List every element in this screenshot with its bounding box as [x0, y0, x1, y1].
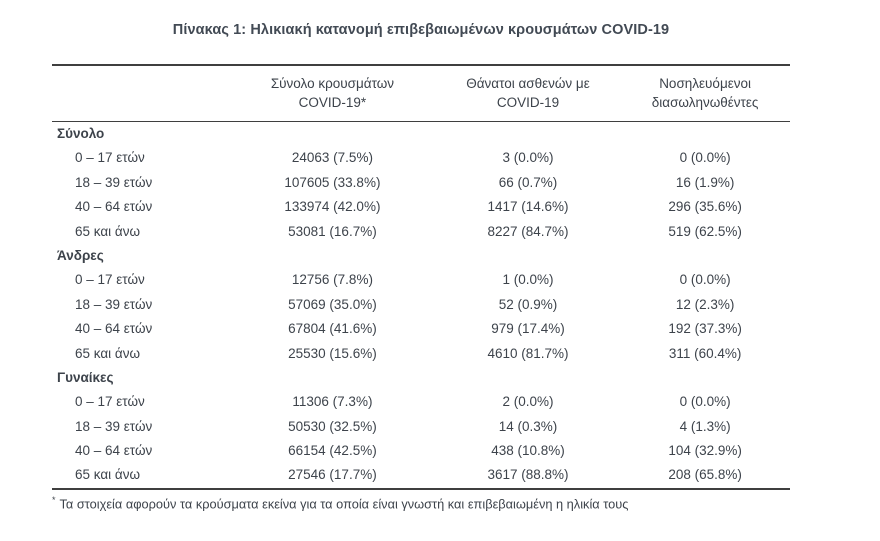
cell-deaths: 14 (0.3%) — [498, 418, 558, 434]
table-row: 65 και άνω 53081 (16.7%) 8227 (84.7%) 51… — [52, 220, 790, 244]
table-row: 65 και άνω 27546 (17.7%) 3617 (88.8%) 20… — [52, 463, 790, 487]
table-footnote: * Τα στοιχεία αφορούν τα κρούσματα εκείνα… — [52, 490, 790, 511]
table-row: 18 – 39 ετών 50530 (32.5%) 14 (0.3%) 4 (… — [52, 415, 790, 439]
cell-intubated: 12 (2.3%) — [675, 296, 735, 312]
cell-intubated: 208 (65.8%) — [668, 467, 742, 483]
row-label: 0 – 17 ετών — [75, 150, 145, 166]
row-label: 0 – 17 ετών — [75, 394, 145, 410]
cell-intubated: 104 (32.9%) — [668, 443, 742, 459]
cell-deaths: 979 (17.4%) — [491, 321, 565, 337]
table-row: 0 – 17 ετών 12756 (7.8%) 1 (0.0%) 0 (0.0… — [52, 268, 790, 292]
cell-deaths: 52 (0.9%) — [498, 296, 558, 312]
table-row: 40 – 64 ετών 133974 (42.0%) 1417 (14.6%)… — [52, 195, 790, 219]
cell-intubated: 4 (1.3%) — [679, 418, 731, 434]
cell-cases: 50530 (32.5%) — [288, 418, 377, 434]
table-row: 40 – 64 ετών 67804 (41.6%) 979 (17.4%) 1… — [52, 317, 790, 341]
table-row: 40 – 64 ετών 66154 (42.5%) 438 (10.8%) 1… — [52, 439, 790, 463]
cell-cases: 24063 (7.5%) — [291, 150, 373, 166]
cell-deaths: 66 (0.7%) — [498, 174, 558, 190]
cell-cases: 67804 (41.6%) — [288, 321, 377, 337]
cell-deaths: 4610 (81.7%) — [487, 345, 569, 361]
table-row: 18 – 39 ετών 57069 (35.0%) 52 (0.9%) 12 … — [52, 293, 790, 317]
cell-cases: 66154 (42.5%) — [288, 443, 377, 459]
page-title: Πίνακας 1: Ηλικιακή κατανομή επιβεβαιωμέ… — [172, 22, 670, 38]
cell-intubated: 0 (0.0%) — [679, 272, 731, 288]
cell-intubated: 311 (60.4%) — [668, 345, 742, 361]
row-label: 18 – 39 ετών — [75, 418, 153, 434]
column-header-deaths: Θάνατοι ασθενών με COVID-19 — [466, 76, 590, 110]
footnote-text: Τα στοιχεία αφορούν τα κρούσματα εκείνα … — [59, 496, 629, 512]
cell-intubated: 296 (35.6%) — [668, 199, 742, 215]
cell-intubated: 192 (37.3%) — [668, 321, 742, 337]
row-label: 18 – 39 ετών — [75, 296, 153, 312]
section-header-total: Σύνολο — [52, 122, 790, 146]
section-header-label: Άνδρες — [57, 247, 104, 263]
cell-deaths: 3 (0.0%) — [502, 150, 554, 166]
table-row: 18 – 39 ετών 107605 (33.8%) 66 (0.7%) 16… — [52, 171, 790, 195]
cell-intubated: 519 (62.5%) — [668, 223, 742, 239]
cell-intubated: 0 (0.0%) — [679, 150, 731, 166]
cell-deaths: 438 (10.8%) — [491, 443, 565, 459]
table-row: 0 – 17 ετών 11306 (7.3%) 2 (0.0%) 0 (0.0… — [52, 390, 790, 414]
table-header-row: Σύνολο κρουσμάτων COVID-19* Θάνατοι ασθε… — [52, 66, 790, 122]
cell-intubated: 0 (0.0%) — [679, 394, 731, 410]
row-label: 65 και άνω — [75, 345, 141, 361]
table-row: 0 – 17 ετών 24063 (7.5%) 3 (0.0%) 0 (0.0… — [52, 146, 790, 170]
column-header-cases: Σύνολο κρουσμάτων COVID-19* — [270, 76, 395, 110]
cell-deaths: 3617 (88.8%) — [487, 467, 569, 483]
row-label: 40 – 64 ετών — [75, 443, 153, 459]
section-header-label: Σύνολο — [57, 126, 105, 141]
section-header-label: Γυναίκες — [57, 369, 114, 385]
row-label: 0 – 17 ετών — [75, 272, 145, 288]
cell-cases: 11306 (7.3%) — [292, 394, 373, 410]
cell-cases: 12756 (7.8%) — [291, 272, 373, 288]
row-label: 65 και άνω — [75, 467, 141, 483]
cell-cases: 25530 (15.6%) — [288, 345, 377, 361]
cell-cases: 133974 (42.0%) — [284, 199, 381, 215]
cell-deaths: 1417 (14.6%) — [487, 199, 569, 215]
cell-cases: 53081 (16.7%) — [288, 223, 377, 239]
report-page: Πίνακας 1: Ηλικιακή κατανομή επιβεβαιωμέ… — [52, 0, 790, 511]
cell-cases: 107605 (33.8%) — [284, 174, 381, 190]
column-header-intubated: Νοσηλευόμενοι διασωληνωθέντες — [651, 76, 759, 110]
footnote-marker: * — [52, 494, 56, 505]
cell-deaths: 8227 (84.7%) — [487, 223, 569, 239]
row-label: 40 – 64 ετών — [75, 321, 153, 337]
section-header-men: Άνδρες — [52, 244, 790, 268]
data-table: Σύνολο κρουσμάτων COVID-19* Θάνατοι ασθε… — [52, 64, 790, 511]
row-label: 65 και άνω — [75, 223, 141, 239]
cell-intubated: 16 (1.9%) — [675, 174, 735, 190]
cell-cases: 57069 (35.0%) — [288, 296, 377, 312]
section-header-women: Γυναίκες — [52, 366, 790, 390]
row-label: 40 – 64 ετών — [75, 199, 153, 215]
cell-cases: 27546 (17.7%) — [288, 467, 377, 483]
table-row: 65 και άνω 25530 (15.6%) 4610 (81.7%) 31… — [52, 342, 790, 366]
cell-deaths: 1 (0.0%) — [502, 272, 554, 288]
cell-deaths: 2 (0.0%) — [502, 394, 554, 410]
table-body: Σύνολο 0 – 17 ετών 24063 (7.5%) 3 (0.0%)… — [52, 122, 790, 490]
row-label: 18 – 39 ετών — [75, 174, 153, 190]
